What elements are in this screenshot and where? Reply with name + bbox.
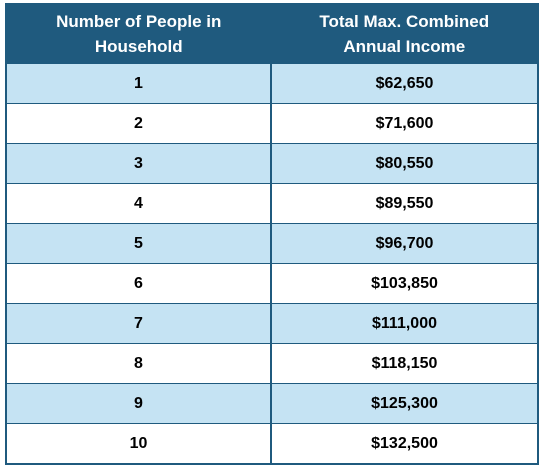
household-size-cell: 9: [5, 383, 272, 424]
household-size-cell: 10: [5, 423, 272, 465]
table-row: 7 $111,000: [5, 303, 539, 344]
max-income-cell: $62,650: [270, 63, 539, 104]
household-size-cell: 6: [5, 263, 272, 304]
household-size-cell: 8: [5, 343, 272, 384]
max-income-cell: $96,700: [270, 223, 539, 264]
max-income-cell: $71,600: [270, 103, 539, 144]
table-row: 8 $118,150: [5, 343, 539, 384]
table-row: 5 $96,700: [5, 223, 539, 264]
max-income-cell: $118,150: [270, 343, 539, 384]
income-limits-table-wrapper: Number of People in Household Total Max.…: [5, 3, 539, 465]
table-row: 1 $62,650: [5, 63, 539, 104]
max-income-cell: $125,300: [270, 383, 539, 424]
household-size-cell: 3: [5, 143, 272, 184]
table-row: 3 $80,550: [5, 143, 539, 184]
income-limits-table: Number of People in Household Total Max.…: [5, 3, 539, 465]
household-size-cell: 2: [5, 103, 272, 144]
household-size-cell: 7: [5, 303, 272, 344]
header-household-size: Number of People in Household: [5, 3, 272, 64]
max-income-cell: $89,550: [270, 183, 539, 224]
table-row: 2 $71,600: [5, 103, 539, 144]
table-row: 4 $89,550: [5, 183, 539, 224]
table-row: 6 $103,850: [5, 263, 539, 304]
max-income-cell: $132,500: [270, 423, 539, 465]
household-size-cell: 1: [5, 63, 272, 104]
household-size-cell: 5: [5, 223, 272, 264]
max-income-cell: $111,000: [270, 303, 539, 344]
household-size-cell: 4: [5, 183, 272, 224]
max-income-cell: $103,850: [270, 263, 539, 304]
table-row: 9 $125,300: [5, 383, 539, 424]
table-row: 10 $132,500: [5, 423, 539, 465]
table-header-row: Number of People in Household Total Max.…: [5, 3, 539, 64]
header-max-income: Total Max. Combined Annual Income: [270, 3, 539, 64]
max-income-cell: $80,550: [270, 143, 539, 184]
